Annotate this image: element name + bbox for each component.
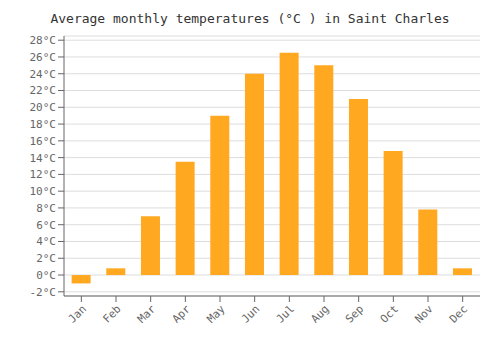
svg-text:14°C: 14°C (30, 152, 57, 165)
svg-text:Mar: Mar (135, 302, 159, 326)
svg-text:12°C: 12°C (30, 168, 57, 181)
svg-text:Apr: Apr (170, 302, 194, 326)
svg-text:2°C: 2°C (36, 252, 56, 265)
svg-text:Feb: Feb (100, 302, 123, 325)
svg-text:-2°C: -2°C (30, 286, 57, 299)
svg-text:10°C: 10°C (30, 185, 57, 198)
svg-text:Jul: Jul (274, 302, 297, 325)
svg-text:6°C: 6°C (36, 219, 56, 232)
svg-text:Oct: Oct (378, 302, 401, 325)
svg-text:Dec: Dec (447, 302, 470, 325)
svg-text:22°C: 22°C (30, 84, 57, 97)
svg-text:24°C: 24°C (30, 68, 57, 81)
svg-text:16°C: 16°C (30, 135, 57, 148)
svg-text:Aug: Aug (308, 302, 331, 325)
svg-text:Jun: Jun (239, 302, 262, 325)
svg-text:28°C: 28°C (30, 34, 57, 47)
svg-text:4°C: 4°C (36, 235, 56, 248)
svg-text:0°C: 0°C (36, 269, 56, 282)
svg-text:Sep: Sep (343, 302, 366, 325)
svg-text:18°C: 18°C (30, 118, 57, 131)
svg-text:8°C: 8°C (36, 202, 56, 215)
svg-text:Jan: Jan (66, 302, 89, 325)
svg-text:Nov: Nov (412, 302, 436, 326)
html-text:Average monthly temperatures (: Average monthly temperatures (°C ) in Sa… (50, 11, 450, 26)
svg-text:26°C: 26°C (30, 51, 57, 64)
svg-text:May: May (204, 302, 228, 326)
svg-text:20°C: 20°C (30, 101, 57, 114)
